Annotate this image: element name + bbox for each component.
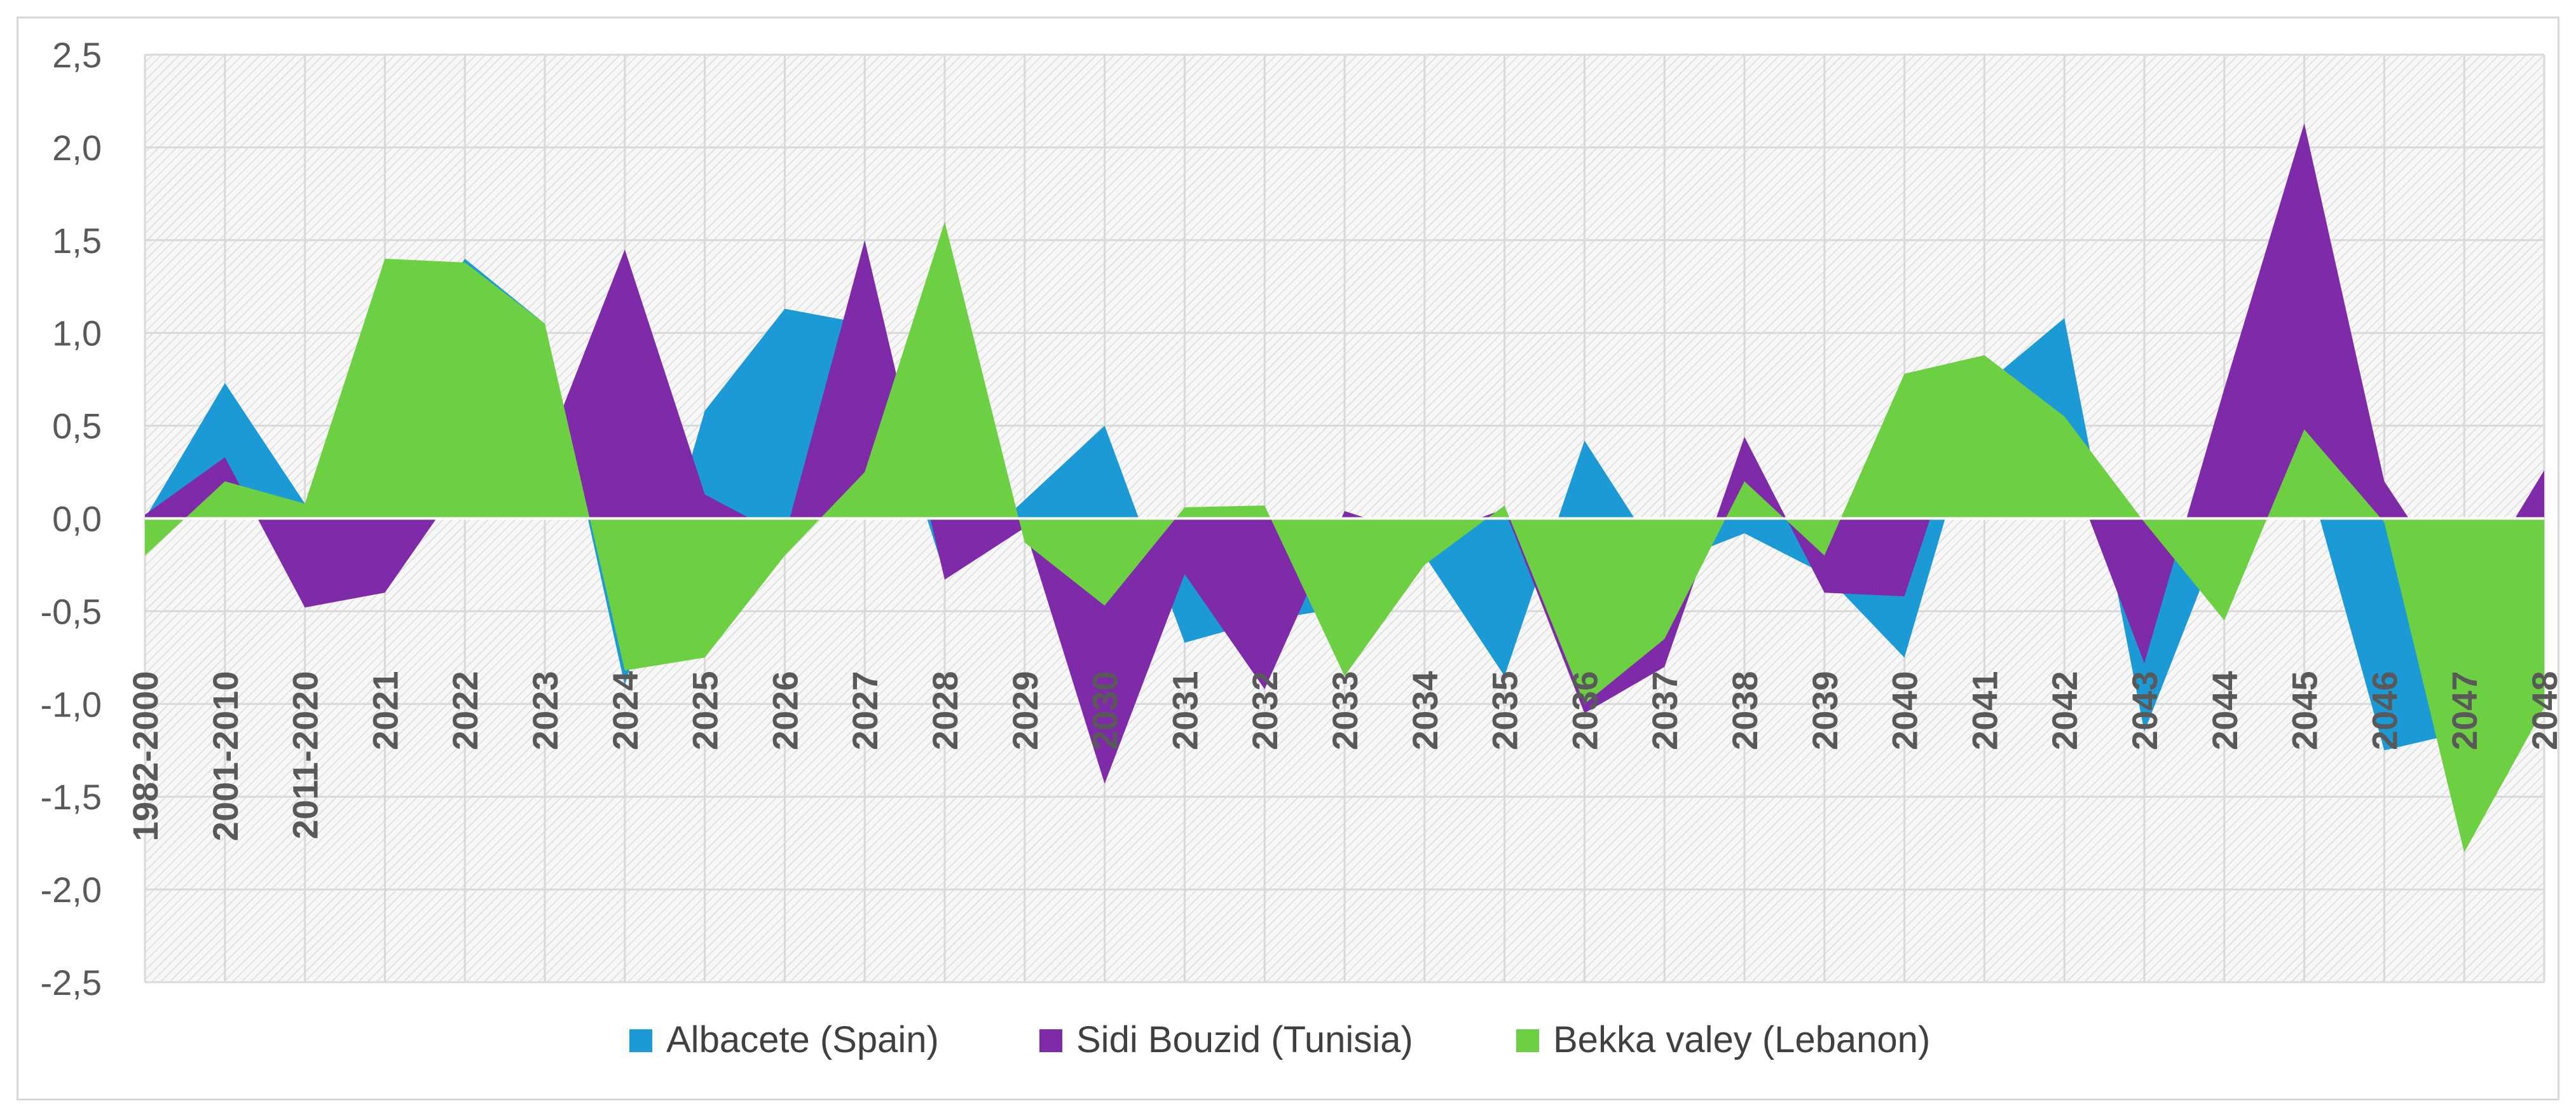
legend: Albacete (Spain) Sidi Bouzid (Tunisia) Bek… [629, 1019, 1930, 1060]
x-tick-label: 2029 [1005, 671, 1045, 751]
x-tick-label: 2032 [1245, 671, 1285, 751]
y-tick-label: 1,5 [52, 221, 102, 261]
x-tick-label: 2028 [925, 671, 965, 751]
y-tick-label: -1,5 [41, 777, 102, 817]
y-tick-label: -2,5 [41, 963, 102, 1003]
x-tick-label: 2026 [765, 671, 805, 751]
x-tick-label: 2036 [1565, 671, 1605, 751]
x-tick-label: 2039 [1805, 671, 1845, 751]
x-tick-label: 2041 [1964, 671, 2004, 751]
area-series-1 [145, 258, 2544, 751]
x-tick-label: 2011-2020 [285, 671, 325, 840]
x-tick-label: 2048 [2525, 671, 2565, 751]
x-tick-label: 2046 [2364, 671, 2404, 751]
y-tick-label: -1,0 [41, 684, 102, 724]
x-tick-label: 2021 [365, 671, 405, 751]
y-tick-label: -0,5 [41, 591, 102, 631]
legend-swatch [1516, 1029, 1539, 1052]
legend-label: Bekka valey (Lebanon) [1553, 1019, 1930, 1060]
x-tick-label: 2045 [2285, 671, 2325, 751]
x-tick-label: 2030 [1085, 671, 1125, 751]
x-tick-label: 1982-2000 [125, 671, 165, 842]
legend-label: Albacete (Spain) [666, 1019, 939, 1060]
x-tick-label: 2034 [1405, 671, 1445, 751]
legend-label: Sidi Bouzid (Tunisia) [1076, 1019, 1413, 1060]
y-axis-ticks: 2,5 2,0 1,5 1,0 0,5 0,0 -0,5 -1,0 -1,5 -2,0 -2,5 [41, 35, 102, 1003]
y-tick-label: 0,0 [52, 499, 102, 539]
series-areas [145, 123, 2544, 853]
x-tick-label: 2025 [685, 671, 725, 751]
y-tick-label: 2,5 [52, 35, 102, 75]
legend-swatch [1039, 1029, 1062, 1052]
x-tick-label: 2031 [1165, 671, 1205, 751]
x-tick-label: 2044 [2205, 671, 2245, 751]
x-tick-label: 2040 [1885, 671, 1925, 751]
area-series-3 [145, 221, 2544, 853]
x-tick-label: 2047 [2444, 671, 2484, 751]
x-tick-label: 2027 [845, 671, 885, 751]
x-tick-label: 2043 [2125, 671, 2165, 751]
y-tick-label: 0,5 [52, 406, 102, 446]
x-tick-label: 2033 [1325, 671, 1365, 751]
legend-swatch [629, 1029, 652, 1052]
x-tick-label: 2001-2010 [205, 671, 245, 842]
x-axis-ticks: 1982-2000 2001-2010 2011-2020 2021 2022 2023 2… [125, 671, 2565, 842]
y-tick-label: 1,0 [52, 313, 102, 353]
x-tick-label: 2042 [2045, 671, 2085, 751]
x-tick-label: 2035 [1485, 671, 1525, 751]
y-tick-label: -2,0 [41, 870, 102, 910]
x-tick-label: 2022 [445, 671, 485, 751]
x-tick-label: 2037 [1645, 671, 1685, 751]
x-tick-label: 2023 [525, 671, 565, 751]
x-tick-label: 2038 [1725, 671, 1765, 751]
y-tick-label: 2,0 [52, 128, 102, 168]
x-tick-label: 2024 [605, 671, 645, 751]
